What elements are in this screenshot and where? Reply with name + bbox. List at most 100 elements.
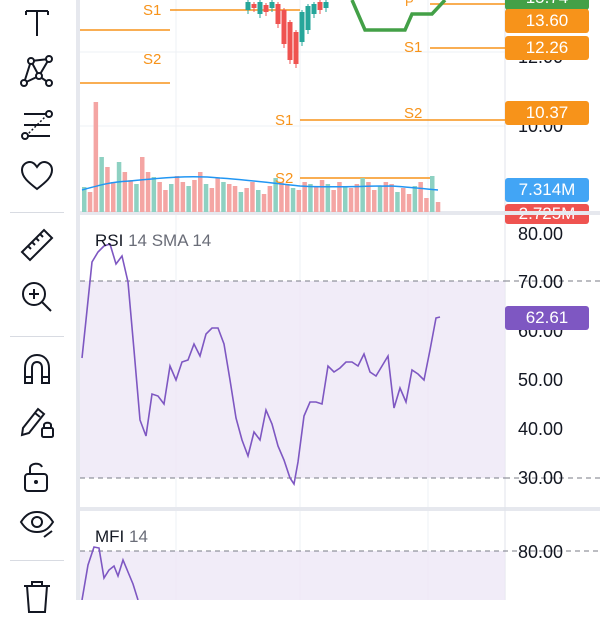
magnet-button[interactable] xyxy=(14,346,60,392)
zoom-in-button[interactable] xyxy=(14,274,60,320)
candle-body xyxy=(257,2,263,14)
volume-bar xyxy=(401,188,406,212)
pivot-label-s1: S1 xyxy=(143,2,162,19)
volume-bar xyxy=(337,182,342,212)
magnet-icon xyxy=(24,353,50,384)
pivot-label-s2: S2 xyxy=(143,51,162,68)
candle-body xyxy=(305,6,311,30)
text-tool-button[interactable] xyxy=(14,0,60,46)
volume-bar xyxy=(250,182,255,212)
volume-bar xyxy=(209,188,215,212)
volume-bar xyxy=(273,178,278,212)
rsi-scale-label: 80.00 xyxy=(518,224,564,244)
volume-bar xyxy=(186,186,191,212)
volume-bar xyxy=(151,177,157,212)
candle-body xyxy=(323,2,329,8)
pane-separator[interactable] xyxy=(80,507,600,511)
lock-drawings-button[interactable] xyxy=(14,399,60,445)
favorites-button[interactable] xyxy=(14,153,60,199)
heart-icon xyxy=(20,160,54,191)
volume-bar xyxy=(82,187,87,212)
volume-bar xyxy=(383,182,389,212)
volume-bar xyxy=(360,178,365,212)
lock-drawing-icon xyxy=(20,407,54,438)
candlesticks xyxy=(245,0,329,68)
rsi-line xyxy=(81,242,441,487)
hide-drawings-button[interactable] xyxy=(14,500,60,546)
candle-body xyxy=(245,2,251,10)
volume-bar xyxy=(111,182,116,212)
ruler-icon xyxy=(20,228,54,262)
volume-bar xyxy=(140,157,145,212)
toolbar-separator xyxy=(10,212,64,213)
measure-button[interactable] xyxy=(14,222,60,268)
rsi-value-tag: 62.61 xyxy=(505,306,589,330)
volume-ma-line xyxy=(81,176,439,191)
volume-bar xyxy=(238,192,244,212)
candle-body xyxy=(311,4,317,14)
fib-tool-button[interactable] xyxy=(14,102,60,148)
last-price-tag: 15.74 xyxy=(505,0,589,10)
volume-bar xyxy=(377,186,383,212)
volume-bar xyxy=(198,172,203,212)
volume-bar xyxy=(87,192,93,212)
rsi-scale-label: 70.00 xyxy=(518,272,564,292)
text-icon xyxy=(25,10,49,36)
volume-bar xyxy=(412,186,418,212)
mfi-scale-label: 80.00 xyxy=(518,542,564,562)
volume-bar xyxy=(174,176,180,212)
volume-bar xyxy=(366,182,371,212)
pivot-price-tag: 10.37 xyxy=(505,101,589,125)
toolbar-separator xyxy=(10,336,64,337)
volume-bar xyxy=(389,184,394,212)
pane-separator[interactable] xyxy=(80,211,600,215)
volume-bar xyxy=(128,180,133,212)
pattern-icon xyxy=(20,55,53,87)
volume-bar xyxy=(395,192,400,212)
volume-bar xyxy=(290,188,296,212)
volume-bar xyxy=(122,172,128,212)
pivot-price-tag: 12.26 xyxy=(505,36,589,60)
volume-bar xyxy=(430,176,435,212)
unlock-button[interactable] xyxy=(14,453,60,499)
volume-bar xyxy=(302,182,307,212)
volume-bar xyxy=(256,190,261,212)
candle-body xyxy=(293,32,299,64)
volume-bar xyxy=(354,184,360,212)
rsi-scale-label: 40.00 xyxy=(518,419,564,439)
volume-bar xyxy=(308,184,313,212)
volume-bar xyxy=(145,172,151,212)
volume-bar xyxy=(192,180,197,212)
fib-levels-icon xyxy=(21,110,53,140)
volume-bar xyxy=(232,186,238,212)
volume-bar xyxy=(372,190,377,212)
pivot-label-s2: S2 xyxy=(275,170,294,187)
volume-bar xyxy=(296,190,302,212)
unlock-icon xyxy=(24,462,48,492)
volume-bar xyxy=(163,190,168,212)
price-line xyxy=(350,0,447,32)
volume-bar xyxy=(343,186,348,212)
pattern-tool-button[interactable] xyxy=(14,48,60,94)
volume-bar xyxy=(221,182,226,212)
volume-bar xyxy=(319,180,325,212)
volume-bar xyxy=(331,190,336,212)
candle-body xyxy=(251,4,257,8)
pivot-label-s2: S2 xyxy=(404,105,423,122)
volume-bar xyxy=(261,194,267,212)
rsi-title[interactable]: RSI 14 SMA 14 xyxy=(95,231,211,251)
toolbar-divider xyxy=(76,0,80,600)
chart-canvas[interactable] xyxy=(0,0,600,600)
volume-bar xyxy=(227,184,232,212)
rsi-scale-label: 50.00 xyxy=(518,370,564,390)
mfi-title[interactable]: MFI 14 xyxy=(95,527,148,547)
candle-body xyxy=(299,12,305,42)
volume-ma-tag: 7.314M xyxy=(505,178,589,202)
rsi-scale-label: 30.00 xyxy=(518,468,564,488)
candle-body xyxy=(275,4,281,24)
rsi-params: 14 SMA 14 xyxy=(128,231,212,250)
candle-body xyxy=(281,10,287,44)
volume-bar xyxy=(215,178,220,212)
volume-bar xyxy=(105,167,110,212)
volume-bar xyxy=(418,182,423,212)
